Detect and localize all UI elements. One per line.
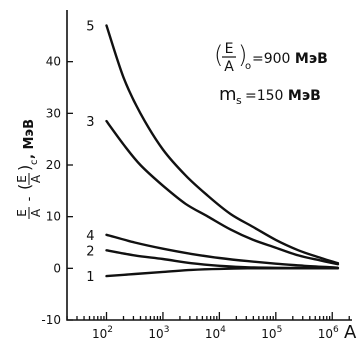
y-tick-label: 40 (46, 55, 61, 69)
y-tick-label: 20 (46, 158, 61, 172)
annotation-mass-sub: s (236, 94, 242, 107)
series-label-2: 2 (86, 244, 94, 259)
annotation-mass: m s =150 МэВ (219, 84, 321, 107)
y-tick-label: 30 (46, 106, 61, 120)
x-axis-label: A (344, 322, 357, 343)
y-tick-label: 0 (53, 261, 61, 275)
series-line-3 (105, 119, 340, 266)
x-tick-label: 102 (92, 325, 113, 341)
y-label-bot-den: A (29, 174, 43, 183)
y-label-minus: - (22, 196, 37, 201)
y-label-paren-open: ( (15, 184, 34, 190)
y-label-bot-num: E (15, 175, 29, 183)
y-axis-label: E A - ( E A ) c , МэВ (15, 119, 43, 219)
x-tick-label: 105 (261, 325, 282, 341)
annotation-energy-sub: o (245, 61, 251, 72)
annotation-paren-open: ( (214, 41, 223, 69)
series-label-4: 4 (86, 229, 94, 244)
y-tick-label: 10 (46, 210, 61, 224)
series-label-5: 5 (86, 20, 94, 35)
annotation-energy: ( E A ) o =900 МэВ (214, 41, 328, 75)
x-tick-label: 103 (148, 325, 169, 341)
series-labels: 5 3 42 1 (86, 20, 94, 286)
y-label-paren-close: ) (15, 165, 34, 171)
annotation-energy-num: E (225, 41, 234, 57)
annotation-mass-symbol: m (219, 84, 237, 105)
series-label-3: 3 (86, 115, 94, 130)
series-line-1 (105, 267, 340, 278)
annotation-paren-close: ) (238, 41, 247, 69)
series-label-1: 1 (86, 270, 94, 285)
series-line-5 (105, 24, 340, 265)
y-label-unit: , МэВ (22, 119, 37, 159)
x-axis-ticks: 102 103 104 105 106 (66, 312, 350, 341)
x-tick-label: 104 (205, 325, 226, 341)
series-line-4 (105, 233, 340, 269)
y-label-top-num: E (15, 209, 29, 217)
y-label-top-den: A (29, 208, 43, 217)
x-tick-label: 106 (318, 325, 339, 341)
y-tick-label: -10 (41, 313, 61, 327)
annotation-energy-value: =900 МэВ (252, 51, 328, 67)
y-axis-ticks: -10 0 10 20 30 40 (41, 55, 73, 327)
y-label-subscript: c (29, 160, 40, 166)
annotation-energy-den: A (224, 59, 234, 75)
series-curves (105, 24, 340, 278)
annotation-mass-value: =150 МэВ (245, 88, 321, 104)
